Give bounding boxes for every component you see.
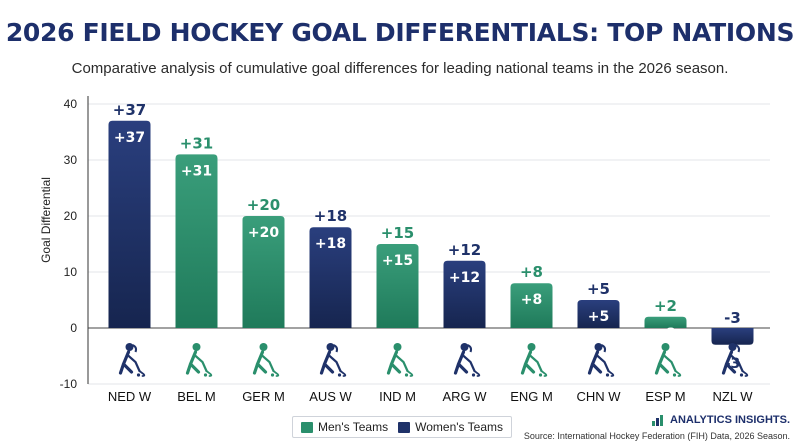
men-player-icon [654,343,682,377]
x-tick-label: NED W [108,389,152,404]
bar-arg-w[interactable] [443,260,486,328]
women-player-icon [118,343,146,377]
legend-swatch-men [301,421,313,433]
bar-value-label-inside: +31 [181,163,212,179]
bar-value-label-outside: +5 [587,280,610,298]
bar-eng-m[interactable] [510,283,553,328]
chart-title: 2026 FIELD HOCKEY GOAL DIFFERENTIALS: TO… [5,18,795,47]
bar-ind-m[interactable] [376,244,419,328]
bar-value-label-outside: -3 [724,309,741,327]
bar-value-label-outside: +37 [113,101,146,119]
y-tick-label: 0 [70,321,77,335]
x-tick-label: ARG W [442,389,487,404]
source-note: Source: International Hockey Federation … [523,431,790,441]
women-player-icon [319,343,347,377]
chart-subtitle: Comparative analysis of cumulative goal … [71,60,729,77]
x-tick-label: IND M [379,389,416,404]
bar-nzl-w[interactable] [711,328,754,345]
bar-chart-logo-icon [652,415,663,426]
bar-aus-w[interactable] [309,227,352,328]
y-tick-label: 30 [64,153,78,167]
bar-value-label-inside: +15 [382,253,413,269]
men-player-icon [386,343,414,377]
men-player-icon [185,343,213,377]
men-player-icon [252,343,280,377]
x-tick-label: ESP M [645,389,685,404]
x-tick-label: GER M [242,389,285,404]
women-player-icon [587,343,615,377]
bar-value-label-outside: +31 [180,134,213,152]
bar-value-label-outside: +20 [247,196,280,214]
x-tick-label: BEL M [177,389,216,404]
women-player-icon [721,343,749,377]
bar-value-label-inside: +20 [248,225,279,241]
bar-value-label-outside: +8 [520,263,543,281]
legend-item-women[interactable]: Women's Teams [398,420,503,434]
bar-bel-m[interactable] [175,154,218,328]
men-player-icon [520,343,548,377]
legend-item-men[interactable]: Men's Teams [301,420,388,434]
legend-label-women: Women's Teams [415,420,503,434]
bar-value-label-outside: +12 [448,241,481,259]
x-tick-label: AUS W [309,389,352,404]
y-tick-label: 20 [64,209,78,223]
bar-value-label-inside: +12 [449,270,480,286]
bar-chn-w[interactable] [577,300,620,328]
bar-ned-w[interactable] [108,120,151,328]
bar-ger-m[interactable] [242,216,285,328]
brand-logo: ANALYTICS INSIGHTS. [652,414,790,426]
y-tick-label: -10 [60,377,78,391]
x-tick-label: NZL W [713,389,754,404]
legend-label-men: Men's Teams [318,420,389,434]
x-tick-label: ENG M [510,389,553,404]
y-tick-label: 10 [64,265,78,279]
bar-value-label-inside: +5 [588,309,609,325]
bar-value-label-below: -3 [725,356,741,372]
x-tick-label: CHN W [576,389,621,404]
bar-value-label-inside: +8 [521,292,542,308]
bar-esp-m[interactable] [644,316,687,328]
bar-value-label-outside: +15 [381,224,414,242]
bar-value-label-inside: +2 [655,326,676,342]
bar-value-label-inside: +37 [114,130,145,146]
legend-swatch-women [398,421,411,433]
bar-value-label-outside: +18 [314,207,347,225]
y-axis-title: Goal Differential [39,177,53,263]
bar-value-label-inside: +18 [315,236,346,252]
bar-value-label-outside: +2 [654,297,677,315]
women-player-icon [453,343,481,377]
y-tick-label: 40 [64,97,78,111]
brand-name: ANALYTICS INSIGHTS. [670,414,790,426]
chart-legend: Men's Teams Women's Teams [292,416,512,438]
